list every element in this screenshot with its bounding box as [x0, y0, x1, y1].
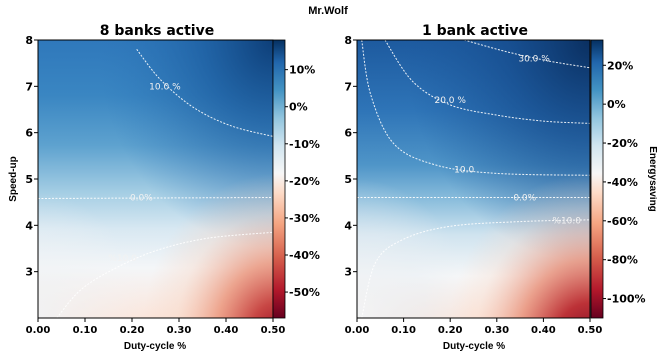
contour-label: 30.0 %: [518, 55, 550, 65]
colorbar-tick-label: -20%: [607, 137, 638, 150]
contour-label: %10.0: [108, 254, 137, 264]
contour-label: 0.0%: [513, 194, 536, 204]
contour-line: [38, 197, 273, 199]
x-tick-label: 0.10: [73, 325, 98, 336]
colorbar-tick-label: -60%: [607, 215, 638, 228]
figure-title: Mr.Wolf: [308, 5, 348, 17]
contour-line: [136, 48, 273, 137]
panel-1-bank: 1 bank active 30.0 %20.0 %10.00.0%%10.0 …: [344, 23, 657, 352]
y-tick-label: 3: [344, 266, 352, 279]
contour-line: [384, 40, 590, 124]
y-tick-label: 4: [344, 219, 352, 232]
x-tick-label: 0.20: [120, 325, 145, 336]
contour-label: 10.0 %: [149, 82, 181, 92]
heatmap-fill: [38, 40, 273, 318]
x-tick-label: 0.10: [391, 325, 416, 336]
contour-line: [361, 40, 590, 176]
x-tick-label: 0.00: [26, 325, 51, 336]
contour-line: [56, 231, 273, 318]
x-tick-label: 0.20: [438, 325, 463, 336]
colorbar-tick-label: 20%: [607, 59, 633, 72]
contour-label: %10.0: [552, 217, 581, 227]
y-tick-label: 6: [344, 127, 352, 140]
contour-label: 20.0 %: [434, 96, 466, 106]
contour-line: [464, 40, 590, 69]
colorbar-tick-label: -30%: [289, 212, 320, 225]
x-tick-label: 0.40: [214, 325, 239, 336]
y-tick-label: 8: [25, 34, 33, 47]
y-tick-label: 7: [25, 80, 33, 93]
heatmap-fill: [357, 40, 590, 318]
contour-label: 0.0%: [130, 194, 153, 204]
x-tick-label: 0.30: [484, 325, 509, 336]
colorbar-tick-label: 10%: [289, 64, 315, 77]
y-tick-label: 5: [344, 173, 352, 186]
panel-title: 8 banks active: [100, 23, 214, 39]
colorbar-tick-label: -50%: [289, 286, 320, 299]
colorbar-tick-label: -100%: [607, 293, 646, 306]
y-axis-label: Speed-up: [8, 156, 19, 202]
y-tick-label: 8: [344, 34, 352, 47]
x-axis-label: Duty-cycle %: [443, 341, 505, 352]
x-tick-label: 0.00: [345, 325, 370, 336]
colorbar-tick-label: -40%: [607, 176, 638, 189]
colorbar-tick-label: 0%: [289, 101, 308, 114]
colorbar-tick-label: -20%: [289, 175, 320, 188]
panel-title: 1 bank active: [422, 23, 528, 39]
colorbar: [272, 39, 286, 319]
y-tick-label: 5: [25, 173, 33, 186]
y-tick-label: 6: [25, 127, 33, 140]
y-tick-label: 4: [25, 219, 33, 232]
contour-line: [361, 219, 590, 318]
contour-label: 10.0: [454, 166, 474, 176]
x-axis-label: Duty-cycle %: [124, 341, 186, 352]
colorbar-tick-label: -80%: [607, 254, 638, 267]
colorbar-tick-label: 0%: [607, 98, 626, 111]
x-tick-label: 0.50: [261, 325, 286, 336]
x-tick-label: 0.40: [531, 325, 556, 336]
colorbar-tick-label: -40%: [289, 249, 320, 262]
panel-8-banks: 8 banks active 10.0 % 0.0% %10.0 0.00 0.10 0…: [8, 23, 320, 352]
y-tick-label: 7: [344, 80, 352, 93]
x-tick-label: 0.50: [578, 325, 603, 336]
colorbar: [590, 39, 604, 319]
y-tick-label: 3: [25, 266, 33, 279]
x-tick-label: 0.30: [167, 325, 192, 336]
colorbar-tick-label: -10%: [289, 138, 320, 151]
colorbar-label: Energysaving: [647, 146, 657, 212]
